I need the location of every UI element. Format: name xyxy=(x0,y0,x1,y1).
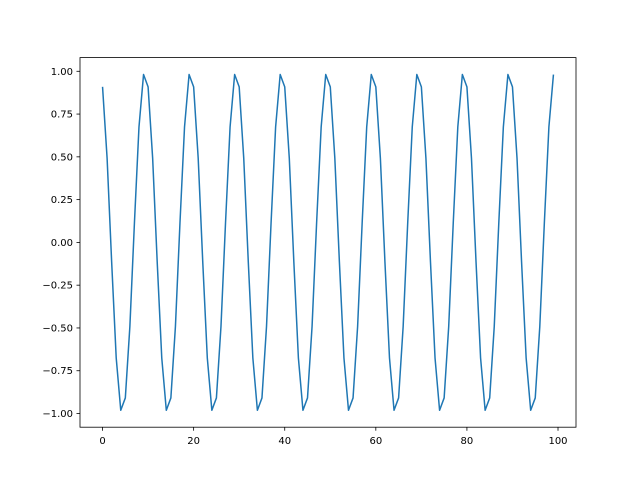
x-tick-label: 80 xyxy=(461,436,474,447)
y-tick-label: 0.50 xyxy=(51,152,73,163)
x-tick-label: 60 xyxy=(369,436,382,447)
y-tick-label: −0.50 xyxy=(42,323,73,334)
y-tick-label: −0.75 xyxy=(42,366,73,377)
series-line xyxy=(101,73,555,412)
x-axis: 0 20 40 60 80 100 xyxy=(99,427,568,447)
y-tick-label: −1.00 xyxy=(42,409,73,420)
y-tick-label: 1.00 xyxy=(51,67,73,78)
x-tick-label: 0 xyxy=(99,436,105,447)
x-tick-label: 40 xyxy=(278,436,291,447)
y-tick-label: 0.75 xyxy=(51,110,73,121)
y-axis: −1.00 −0.75 −0.50 −0.25 0.00 0.25 0.50 0.75 1.00 xyxy=(42,67,80,420)
x-tick-label: 100 xyxy=(548,436,567,447)
y-tick-label: 0.25 xyxy=(51,195,73,206)
y-tick-label: 0.00 xyxy=(51,238,73,249)
x-tick-label: 20 xyxy=(187,436,200,447)
y-tick-label: −0.25 xyxy=(42,281,73,292)
axes-frame xyxy=(79,57,577,428)
